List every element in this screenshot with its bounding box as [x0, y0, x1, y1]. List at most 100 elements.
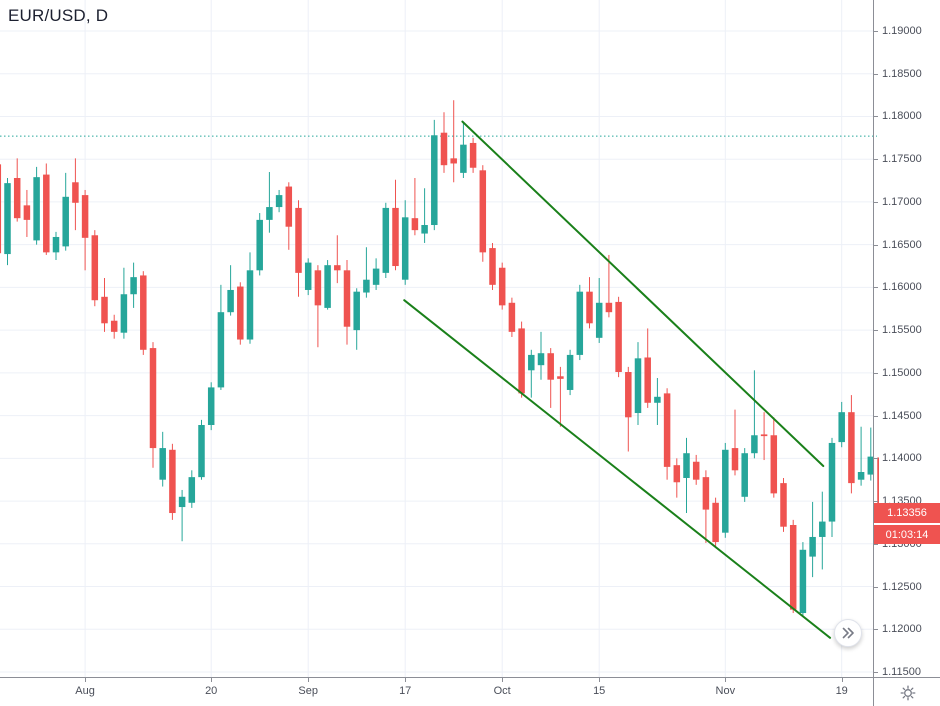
last-price-label: 1.13356 — [874, 503, 940, 524]
candle-up — [431, 119, 438, 231]
price-axis-tickmark — [874, 201, 878, 203]
price-axis-tickmark — [874, 372, 878, 374]
candle-up — [751, 370, 758, 459]
candle-down — [508, 297, 516, 337]
candle-up — [130, 262, 137, 308]
candle-up — [266, 172, 273, 233]
price-axis-tickmark — [874, 415, 878, 417]
candle-up — [304, 258, 312, 296]
time-axis-tickmark — [211, 678, 213, 682]
time-axis-tickmark — [308, 678, 310, 682]
time-axis-tickmark — [841, 678, 843, 682]
price-axis-tickmark — [874, 672, 878, 673]
candle-down — [450, 100, 457, 183]
candle-up — [828, 437, 836, 537]
time-axis-tickmark — [405, 678, 407, 682]
candle-up — [275, 189, 283, 213]
price-tick-label: 1.15500 — [882, 324, 922, 337]
symbol-title[interactable]: EUR/USD, D — [8, 6, 109, 25]
price-axis-tickmark — [874, 458, 878, 460]
candle-down — [237, 282, 244, 345]
candle-down — [91, 230, 99, 307]
trendline — [461, 120, 825, 468]
candle-down — [625, 366, 632, 452]
price-tick-label: 1.17000 — [882, 195, 922, 208]
candle-down — [498, 262, 506, 310]
price-tick-label: 1.18500 — [882, 67, 922, 80]
price-tick-label: 1.11500 — [882, 666, 921, 678]
time-axis-tickmark — [85, 678, 87, 682]
price-tick-label: 1.14500 — [882, 409, 922, 422]
candle-up — [634, 342, 642, 426]
price-tick-label: 1.17500 — [882, 153, 922, 166]
candle-down — [43, 163, 50, 255]
candle-up — [722, 442, 729, 538]
price-chart-pane[interactable] — [0, 0, 879, 677]
candle-up — [256, 213, 263, 276]
price-tick-label: 1.19000 — [882, 25, 922, 37]
candle-up — [353, 288, 360, 350]
candle-down — [789, 519, 797, 614]
candle-up — [566, 349, 574, 396]
candle-up — [62, 172, 69, 251]
candle-down — [479, 165, 487, 262]
price-axis[interactable]: 1.19000 1.18500 1.18000 1.17500 1.17000 1.165… — [873, 0, 940, 678]
candle-down — [411, 178, 419, 236]
candle-down — [314, 265, 322, 348]
time-tick-label: Oct — [493, 685, 511, 697]
price-axis-tickmark — [874, 586, 878, 588]
candle-down — [110, 314, 118, 339]
candle-down — [605, 254, 613, 318]
candle-down — [770, 417, 778, 498]
candle-up — [120, 267, 128, 339]
candle-down — [149, 342, 157, 468]
time-tick-label: Aug — [75, 685, 95, 697]
candle-up — [178, 489, 186, 542]
candle-down — [848, 395, 855, 494]
time-tick-label: 19 — [835, 685, 848, 697]
candle-up — [838, 401, 845, 448]
candle-up — [857, 426, 865, 486]
candle-down — [81, 189, 89, 271]
candle-down — [392, 179, 399, 271]
price-tick-label: 1.16000 — [882, 281, 922, 294]
candle-up — [188, 470, 196, 508]
time-tick-label: Sep — [298, 685, 318, 697]
price-tick-label: 1.12000 — [882, 623, 922, 636]
axis-settings-button[interactable] — [898, 683, 918, 703]
candle-down — [663, 388, 671, 480]
candle-up — [421, 188, 428, 243]
price-axis-tickmark — [874, 629, 878, 631]
candle-down — [644, 328, 651, 408]
candle-down — [169, 443, 176, 520]
candle-down — [23, 189, 31, 237]
candle-down — [489, 242, 496, 290]
candle-down — [518, 321, 525, 398]
price-tick-label: 1.12500 — [882, 580, 922, 593]
countdown-timer: 01:03:14 — [874, 525, 940, 545]
price-axis-tickmark — [874, 244, 878, 246]
price-axis-tickmark — [874, 501, 878, 503]
candle-down — [101, 277, 108, 332]
candle-up — [324, 260, 331, 310]
trendline — [403, 299, 832, 639]
axis-corner — [873, 677, 940, 706]
time-tick-label: 15 — [593, 685, 606, 697]
price-axis-tickmark — [874, 73, 878, 75]
scroll-to-realtime-button[interactable] — [834, 619, 862, 647]
candle-up — [363, 247, 370, 298]
candle-down — [557, 366, 564, 427]
candle-down — [692, 454, 700, 485]
time-tick-label: Nov — [715, 685, 736, 697]
candle-up — [372, 258, 380, 290]
time-axis[interactable]: Aug 20 Sep 17 Oct 15 Nov 19 — [0, 677, 873, 706]
candle-up — [217, 284, 225, 390]
candle-up — [819, 491, 826, 570]
double-chevron-right-icon — [842, 627, 854, 639]
candle-down — [295, 200, 302, 297]
candle-up — [576, 284, 584, 361]
price-axis-tickmark — [874, 287, 878, 289]
candle-down — [731, 409, 739, 476]
price-tick-label: 1.15000 — [882, 366, 922, 379]
